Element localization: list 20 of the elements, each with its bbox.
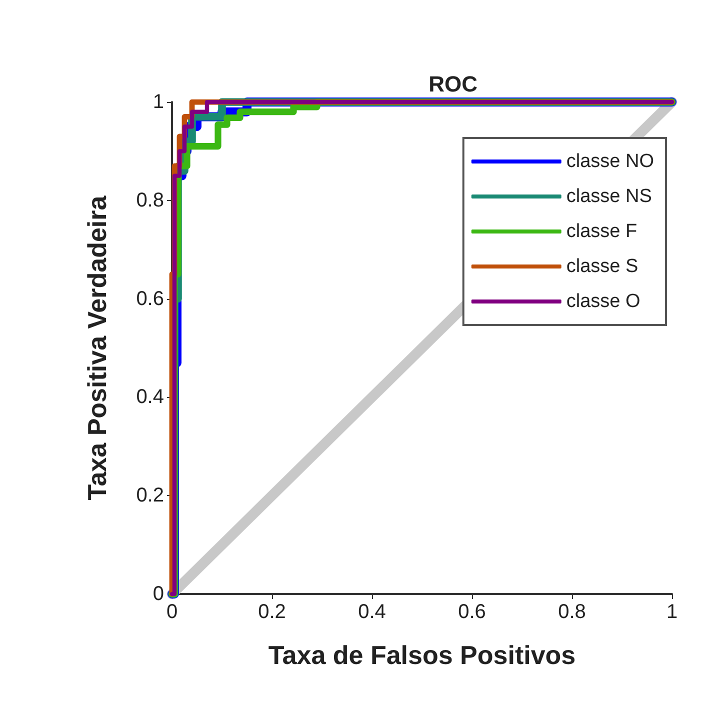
- legend-label: classe S: [566, 256, 638, 277]
- x-axis-title: Taxa de Falsos Positivos: [268, 640, 576, 670]
- y-tick-label: 1: [152, 91, 164, 113]
- legend-label: classe O: [566, 291, 640, 312]
- chart-title: ROC: [428, 72, 478, 96]
- y-tick-label: 0.8: [136, 189, 164, 212]
- y-tick-label: 0: [152, 583, 164, 605]
- legend-label: classe F: [566, 221, 638, 242]
- y-tick-label: 0.2: [136, 484, 164, 507]
- x-tick-label: 0.4: [358, 601, 386, 623]
- x-tick-label: 1: [666, 601, 678, 623]
- x-tick-label: 0.8: [558, 601, 586, 623]
- x-tick-label: 0.2: [258, 601, 286, 623]
- y-tick-label: 0.6: [136, 288, 164, 310]
- y-axis-title: Taxa Positiva Verdadeira: [82, 195, 112, 500]
- legend-label: classe NO: [566, 151, 654, 172]
- legend-label: classe NS: [566, 186, 652, 207]
- x-tick-label: 0.6: [458, 601, 486, 623]
- x-tick-label: 0: [166, 601, 178, 623]
- y-tick-label: 0.4: [136, 386, 164, 408]
